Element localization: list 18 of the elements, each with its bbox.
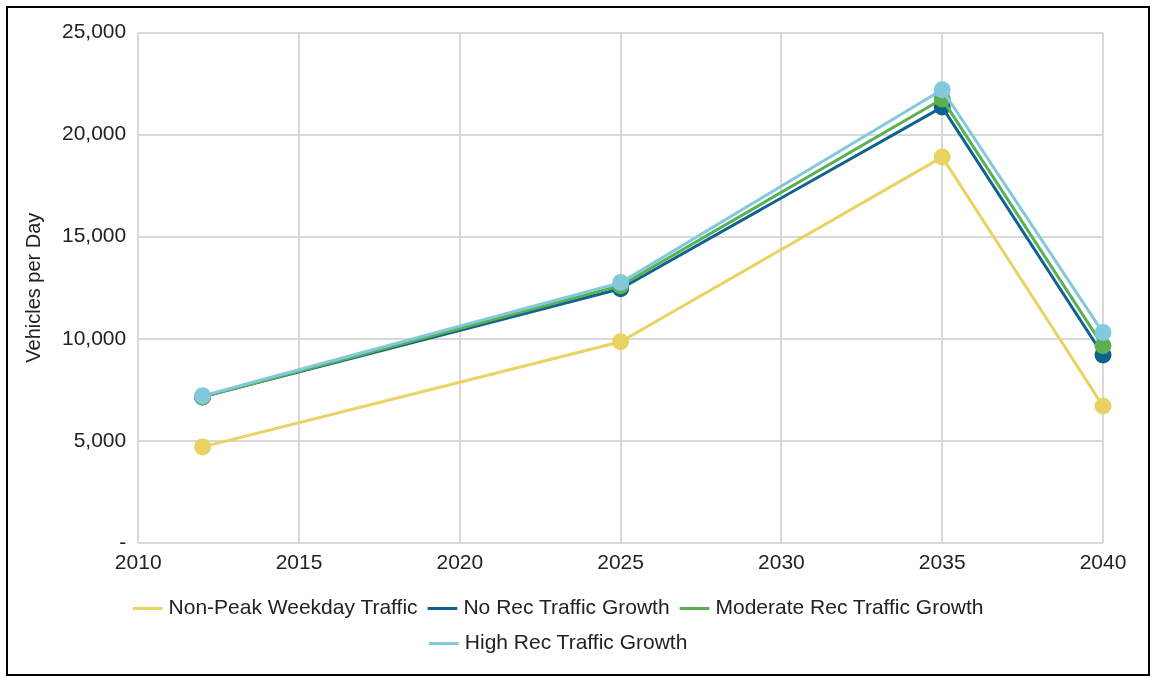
y-tick-label: 25,000 [62, 19, 127, 43]
y-tick-label: 10,000 [62, 325, 127, 349]
legend-label: Non-Peak Weekday Traffic [168, 595, 418, 619]
y-tick-label: 5,000 [73, 427, 127, 451]
x-tick-label: 2040 [1079, 550, 1127, 574]
legend-label: High Rec Traffic Growth [464, 630, 688, 654]
y-axis-title: Vehicles per Day [21, 212, 44, 363]
x-tick-label: 2010 [114, 550, 162, 574]
y-tick-label: 15,000 [62, 223, 127, 247]
x-tick-label: 2020 [436, 550, 484, 574]
x-tick-label: 2015 [275, 550, 323, 574]
legend-label: No Rec Traffic Growth [463, 595, 670, 619]
y-tick-label: 20,000 [62, 121, 127, 145]
x-tick-label: 2025 [597, 550, 644, 574]
x-tick-label: 2035 [918, 550, 966, 574]
x-tick-label: 2030 [758, 550, 805, 574]
y-tick-label: - [119, 529, 127, 553]
legend-label: Moderate Rec Traffic Growth [715, 595, 984, 619]
